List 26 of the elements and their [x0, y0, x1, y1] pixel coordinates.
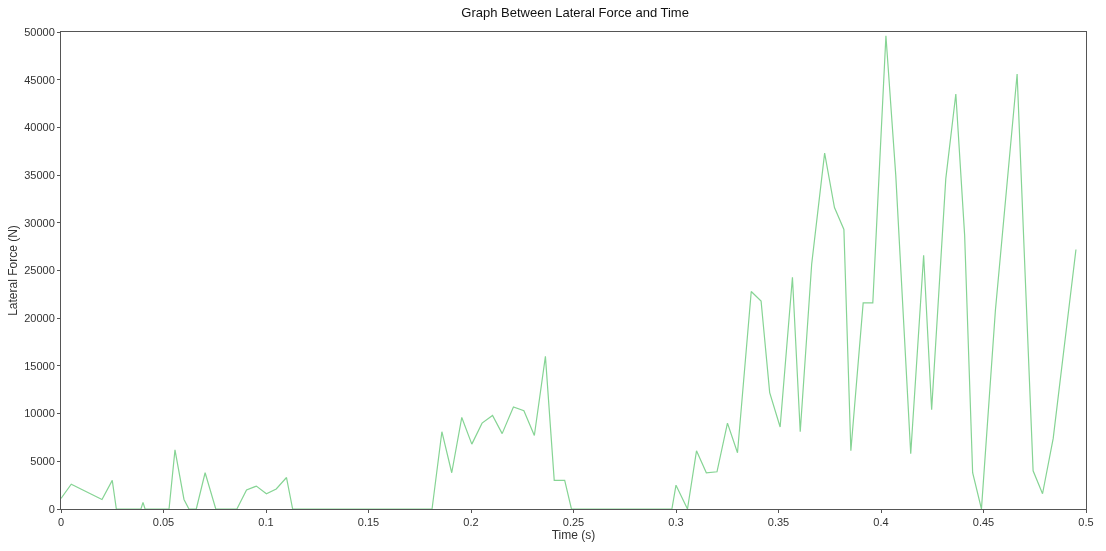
x-tick-label: 0.25: [562, 516, 585, 529]
y-axis-title: Lateral Force (N): [5, 225, 20, 316]
x-tick-label: 0.5: [1078, 516, 1094, 529]
y-tick-label: 45000: [24, 73, 55, 86]
y-tick-label: 25000: [24, 264, 55, 277]
y-tick-label: 30000: [24, 216, 55, 229]
y-tick-label: 50000: [24, 25, 55, 38]
y-tick-label: 5000: [30, 455, 55, 468]
x-tick-label: 0.4: [873, 516, 889, 529]
x-tick-label: 0.1: [258, 516, 274, 529]
x-axis-title: Time (s): [551, 528, 596, 543]
x-tick-label: 0.15: [357, 516, 380, 529]
y-tick-label: 15000: [24, 359, 55, 372]
y-tick-label: 40000: [24, 121, 55, 134]
x-tick-label: 0.2: [463, 516, 479, 529]
y-tick-label: 10000: [24, 407, 55, 420]
chart-title: Graph Between Lateral Force and Time: [461, 5, 689, 21]
x-tick-label: 0.35: [767, 516, 790, 529]
x-tick-label: 0.45: [972, 516, 995, 529]
y-tick-label: 35000: [24, 168, 55, 181]
y-tick-label: 0: [48, 502, 55, 515]
y-tick-label: 20000: [24, 312, 55, 325]
x-tick-label: 0: [57, 516, 65, 529]
x-tick-label: 0.3: [668, 516, 684, 529]
x-tick-label: 0.05: [152, 516, 175, 529]
line-series: [61, 35, 1077, 509]
